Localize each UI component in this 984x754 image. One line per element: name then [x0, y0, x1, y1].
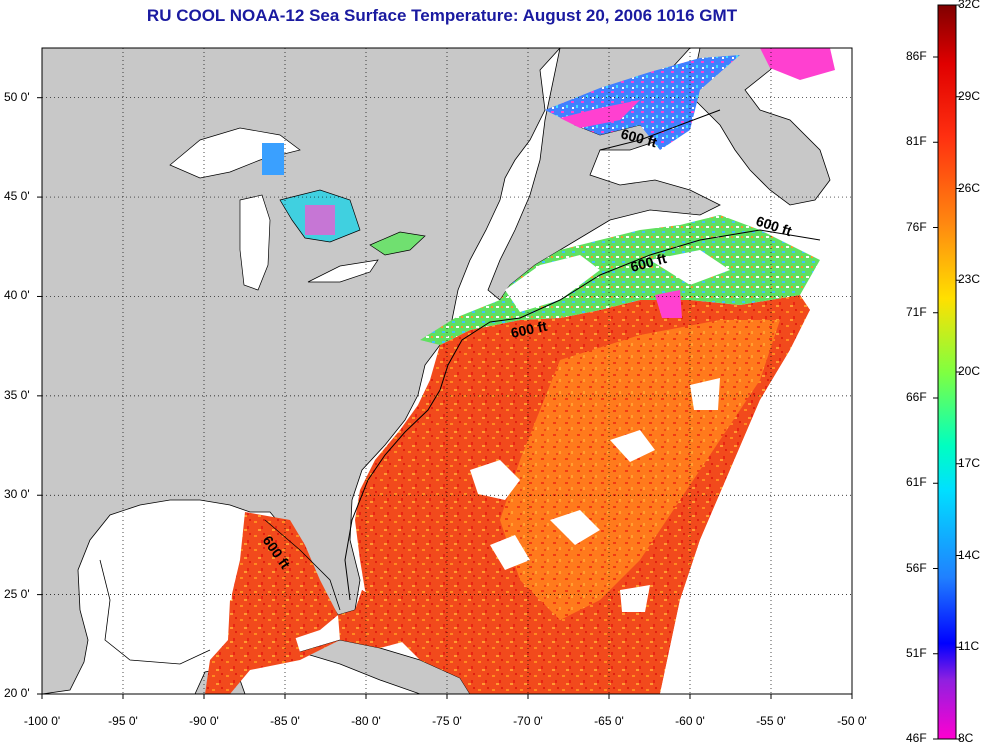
lake-michigan [239, 194, 271, 291]
x-tick-label: -50 0' [837, 714, 867, 728]
colorbar-label-celsius: 20C [958, 364, 981, 378]
colorbar-label-fahrenheit: 76F [906, 219, 927, 234]
lake-ontario [369, 231, 426, 256]
lake-erie [307, 259, 379, 283]
isobath-600ft [344, 229, 821, 601]
map-title: RU COOL NOAA-12 Sea Surface Temperature:… [146, 6, 738, 25]
x-tick-label: -55 0' [756, 714, 786, 728]
colorbar-label-fahrenheit: 56F [906, 560, 927, 575]
x-tick-label: -85 0' [270, 714, 300, 728]
colorbar-label-celsius: 8C [958, 731, 974, 745]
colorbar-label-celsius: 11C [958, 639, 980, 654]
colorbar-label-celsius: 32C [958, 0, 981, 11]
colorbar-label-fahrenheit: 86F [906, 49, 927, 63]
colorbar-label-fahrenheit: 71F [906, 304, 927, 319]
y-tick-label: 35 0' [4, 387, 30, 402]
lake-superior [169, 127, 301, 179]
shelf-cool-water [420, 215, 820, 345]
colorbar-label-fahrenheit: 51F [906, 645, 927, 660]
graticule [42, 48, 852, 694]
x-tick-label: -60 0' [675, 714, 705, 728]
colorbar-label-fahrenheit: 61F [906, 475, 927, 490]
x-tick-label: -70 0' [513, 714, 543, 728]
isobath-label: 600 ft [509, 318, 548, 341]
land-north-america [41, 47, 561, 695]
colorbar [937, 4, 957, 740]
gulf-of-mexico-warm [230, 512, 338, 640]
y-tick-label: 25 0' [4, 586, 30, 601]
x-tick-label: -100 0' [23, 714, 61, 728]
x-tick-label: -65 0' [594, 714, 624, 728]
colorbar-label-celsius: 29C [958, 88, 981, 103]
colorbar-label-fahrenheit: 81F [906, 134, 927, 149]
y-tick-label: 30 0' [4, 487, 30, 502]
colorbar-label-fahrenheit: 66F [906, 390, 927, 404]
y-tick-label: 20 0' [4, 686, 30, 700]
gulf-st-lawrence [545, 55, 740, 150]
x-tick-label: -80 0' [351, 714, 381, 728]
x-tick-label: -90 0' [189, 714, 219, 728]
y-tick-label: 40 0' [4, 288, 30, 303]
x-tick-label: -75 0' [432, 714, 462, 728]
colorbar-label-fahrenheit: 46F [906, 731, 927, 745]
colorbar-label-celsius: 17C [958, 455, 981, 470]
land-newfoundland-labrador [689, 47, 831, 206]
x-tick-label: -95 0' [108, 714, 138, 728]
colorbar-label-celsius: 26C [958, 180, 981, 195]
colorbar-label-celsius: 23C [958, 272, 981, 287]
y-tick-label: 50 0' [4, 89, 30, 104]
y-tick-label: 45 0' [4, 189, 30, 204]
colorbar-label-celsius: 14C [958, 547, 981, 562]
